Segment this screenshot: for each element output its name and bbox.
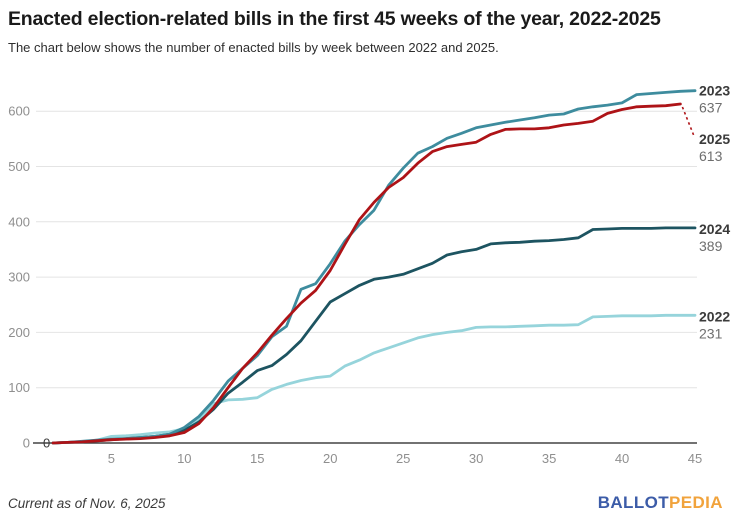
series-year-label-2024: 2024 — [699, 221, 730, 237]
x-tick-label: 35 — [542, 451, 556, 466]
chart-title: Enacted election-related bills in the fi… — [8, 8, 661, 30]
x-tick-label: 45 — [688, 451, 702, 466]
series-year-label-2022: 2022 — [699, 308, 730, 324]
x-tick-label: 20 — [323, 451, 337, 466]
x-tick-label: 15 — [250, 451, 264, 466]
logo-ballot: BALLOT — [597, 493, 670, 512]
x-tick-label: 30 — [469, 451, 483, 466]
x-tick-label: 25 — [396, 451, 410, 466]
series-start-label: 0 — [43, 436, 50, 451]
series-end-value-2024: 389 — [699, 238, 723, 254]
footer-note: Current as of Nov. 6, 2025 — [8, 496, 166, 511]
series-line-2022 — [51, 313, 697, 445]
series-line-2025 — [51, 102, 682, 445]
y-tick-label: 100 — [8, 380, 30, 395]
chart-subtitle: The chart below shows the number of enac… — [8, 40, 499, 55]
y-tick-label: 0 — [23, 436, 30, 451]
series-year-label-2023: 2023 — [699, 83, 730, 99]
x-tick-label: 10 — [177, 451, 191, 466]
series-end-value-2025: 613 — [699, 148, 723, 164]
y-tick-label: 200 — [8, 325, 30, 340]
series-end-value-2022: 231 — [699, 325, 723, 341]
series-line-2024 — [51, 226, 697, 445]
series-year-label-2025: 2025 — [699, 131, 730, 147]
logo-pedia: PEDIA — [669, 493, 723, 512]
y-tick-label: 300 — [8, 270, 30, 285]
series-end-value-2023: 637 — [699, 100, 723, 116]
y-tick-label: 600 — [8, 104, 30, 119]
y-tick-label: 500 — [8, 159, 30, 174]
x-tick-label: 5 — [108, 451, 115, 466]
y-tick-label: 400 — [8, 214, 30, 229]
ballotpedia-logo: BALLOTPEDIA — [598, 493, 723, 513]
series-line-2023 — [51, 89, 697, 445]
x-tick-label: 40 — [615, 451, 629, 466]
